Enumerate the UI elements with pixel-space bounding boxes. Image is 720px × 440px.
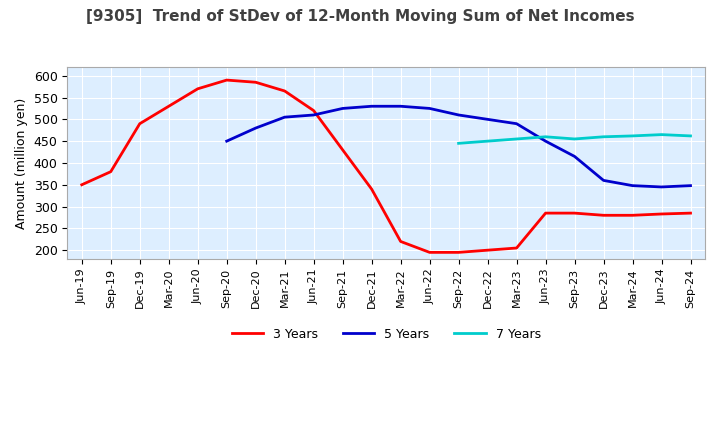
5 Years xyxy=(686,183,695,188)
3 Years xyxy=(629,213,637,218)
3 Years xyxy=(164,103,173,109)
5 Years xyxy=(570,154,579,159)
5 Years xyxy=(629,183,637,188)
5 Years xyxy=(599,178,608,183)
Line: 3 Years: 3 Years xyxy=(82,80,690,253)
5 Years xyxy=(454,112,463,117)
3 Years xyxy=(107,169,115,174)
3 Years xyxy=(280,88,289,94)
5 Years xyxy=(338,106,347,111)
3 Years xyxy=(338,147,347,153)
5 Years xyxy=(396,103,405,109)
5 Years xyxy=(222,139,231,144)
7 Years xyxy=(570,136,579,142)
3 Years xyxy=(367,187,376,192)
Line: 5 Years: 5 Years xyxy=(227,106,690,187)
7 Years xyxy=(454,141,463,146)
3 Years xyxy=(570,210,579,216)
7 Years xyxy=(483,139,492,144)
Text: [9305]  Trend of StDev of 12-Month Moving Sum of Net Incomes: [9305] Trend of StDev of 12-Month Moving… xyxy=(86,9,634,24)
5 Years xyxy=(280,114,289,120)
5 Years xyxy=(251,125,260,131)
7 Years xyxy=(599,134,608,139)
Legend: 3 Years, 5 Years, 7 Years: 3 Years, 5 Years, 7 Years xyxy=(227,323,546,346)
Y-axis label: Amount (million yen): Amount (million yen) xyxy=(15,97,28,229)
3 Years xyxy=(310,108,318,113)
5 Years xyxy=(657,184,666,190)
3 Years xyxy=(541,210,550,216)
5 Years xyxy=(426,106,434,111)
3 Years xyxy=(599,213,608,218)
3 Years xyxy=(396,239,405,244)
5 Years xyxy=(541,139,550,144)
5 Years xyxy=(310,112,318,117)
7 Years xyxy=(657,132,666,137)
Line: 7 Years: 7 Years xyxy=(459,135,690,143)
3 Years xyxy=(78,182,86,187)
5 Years xyxy=(367,103,376,109)
3 Years xyxy=(135,121,144,126)
3 Years xyxy=(251,80,260,85)
7 Years xyxy=(686,133,695,139)
3 Years xyxy=(512,246,521,251)
7 Years xyxy=(512,136,521,142)
3 Years xyxy=(483,248,492,253)
7 Years xyxy=(541,134,550,139)
3 Years xyxy=(454,250,463,255)
3 Years xyxy=(686,210,695,216)
7 Years xyxy=(629,133,637,139)
5 Years xyxy=(512,121,521,126)
5 Years xyxy=(483,117,492,122)
3 Years xyxy=(222,77,231,83)
3 Years xyxy=(426,250,434,255)
3 Years xyxy=(194,86,202,92)
3 Years xyxy=(657,211,666,216)
